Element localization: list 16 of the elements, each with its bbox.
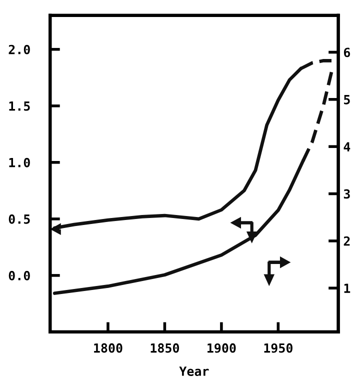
y-tick-label: 1.0 bbox=[9, 158, 30, 168]
y-tick-label: 1.5 bbox=[9, 102, 30, 111]
y2-tick-label: 1 bbox=[344, 284, 350, 293]
y-tick-label: 0.0 bbox=[8, 270, 30, 280]
x-axis-title: Year bbox=[179, 366, 209, 376]
x-tick-label: 1900 bbox=[208, 343, 236, 353]
y2-tick-label: 4 bbox=[344, 142, 350, 152]
x-tick-label: 1950 bbox=[264, 343, 292, 353]
y2-tick-label: 3 bbox=[344, 189, 350, 199]
y-tick-label: 2.0 bbox=[8, 44, 30, 54]
y2-tick-label: 2 bbox=[344, 236, 350, 246]
y-tick-label: 0.5 bbox=[8, 214, 30, 224]
y2-tick-label: 5 bbox=[344, 95, 350, 104]
x-tick-label: 1850 bbox=[150, 343, 180, 353]
x-tick-label: 1800 bbox=[94, 343, 122, 353]
y2-tick-label: 6 bbox=[344, 48, 350, 58]
